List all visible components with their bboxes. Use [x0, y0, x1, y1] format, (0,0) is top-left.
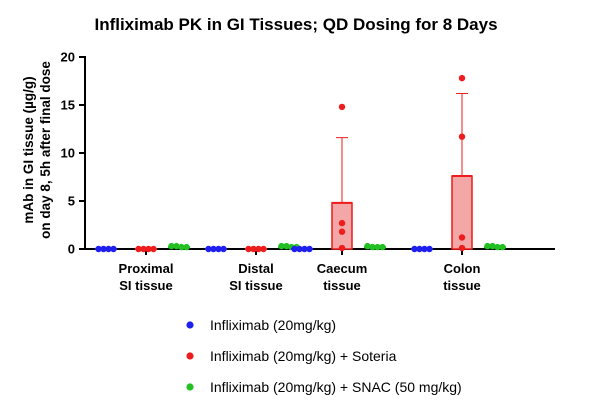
legend-entry: Infliximab (20mg/kg) + SNAC (50 mg/kg) — [210, 379, 462, 395]
y-axis-label-line-1: mAb in GI tissue (µg/g) — [21, 76, 36, 223]
x-tick-label: tissue — [323, 278, 361, 293]
data-point — [411, 245, 418, 253]
chart-title: Infliximab PK in GI Tissues; QD Dosing f… — [94, 15, 497, 34]
x-tick-label: tissue — [443, 278, 481, 293]
legend-marker — [186, 352, 194, 360]
data-point — [489, 242, 496, 250]
y-axis-label-line-2: on day 8, 5h after final dose — [38, 61, 53, 239]
x-tick-label: Colon — [444, 261, 481, 276]
data-point — [499, 243, 506, 251]
data-point — [278, 242, 285, 250]
x-tick-label: SI tissue — [229, 278, 282, 293]
data-point — [364, 242, 371, 250]
y-tick-label: 10 — [61, 146, 75, 161]
data-point — [250, 245, 257, 253]
legend-marker — [186, 383, 194, 391]
data-point — [306, 245, 313, 253]
data-point — [421, 245, 428, 253]
legend: Infliximab (20mg/kg) Infliximab (20mg/kg)… — [186, 317, 462, 395]
legend-entry: Infliximab (20mg/kg) — [210, 317, 336, 333]
data-point — [260, 245, 267, 253]
y-tick-label: 0 — [68, 242, 75, 257]
data-point — [110, 245, 117, 253]
x-tick-label: Distal — [238, 261, 273, 276]
data-point — [338, 219, 346, 227]
data-point — [210, 245, 217, 253]
data-point — [145, 245, 152, 253]
data-point — [245, 245, 252, 253]
data-point — [301, 245, 308, 253]
data-point — [150, 245, 157, 253]
x-tick-label: Caecum — [317, 261, 368, 276]
data-point — [458, 74, 466, 82]
plot-area: 0 5 10 15 20 Proximal SI tissue Distal SI tissue… — [61, 50, 555, 293]
y-tick-label: 15 — [61, 98, 75, 113]
data-point — [484, 242, 491, 250]
data-point — [374, 243, 381, 251]
data-point — [296, 245, 303, 253]
legend-marker — [186, 321, 194, 329]
data-point — [283, 242, 290, 250]
data-point — [135, 245, 142, 253]
x-tick-label: Proximal — [119, 261, 174, 276]
data-point — [105, 245, 112, 253]
data-point — [255, 245, 262, 253]
data-point — [178, 243, 185, 251]
data-point — [100, 245, 107, 253]
data-point — [494, 243, 501, 251]
data-point — [338, 228, 346, 235]
data-point — [183, 243, 190, 251]
y-axis-label: mAb in GI tissue (µg/g) on day 8, 5h aft… — [21, 61, 53, 239]
data-point — [379, 243, 386, 251]
data-point — [416, 245, 423, 253]
data-point — [215, 245, 222, 253]
y-tick-label: 20 — [61, 50, 75, 65]
data-point — [338, 103, 346, 111]
data-point — [458, 244, 466, 252]
data-point — [173, 242, 180, 250]
data-point — [95, 245, 102, 253]
data-point — [338, 244, 346, 252]
data-point — [458, 234, 466, 241]
data-point — [291, 245, 298, 253]
data-point — [140, 245, 147, 253]
data-point — [426, 245, 433, 253]
x-tick-label: SI tissue — [119, 278, 172, 293]
data-point — [168, 242, 175, 250]
data-point — [369, 243, 376, 251]
legend-entry: Infliximab (20mg/kg) + Soteria — [210, 348, 397, 364]
data-point — [205, 245, 212, 253]
data-point — [458, 133, 466, 140]
y-tick-label: 5 — [68, 194, 75, 209]
data-point — [220, 245, 227, 253]
